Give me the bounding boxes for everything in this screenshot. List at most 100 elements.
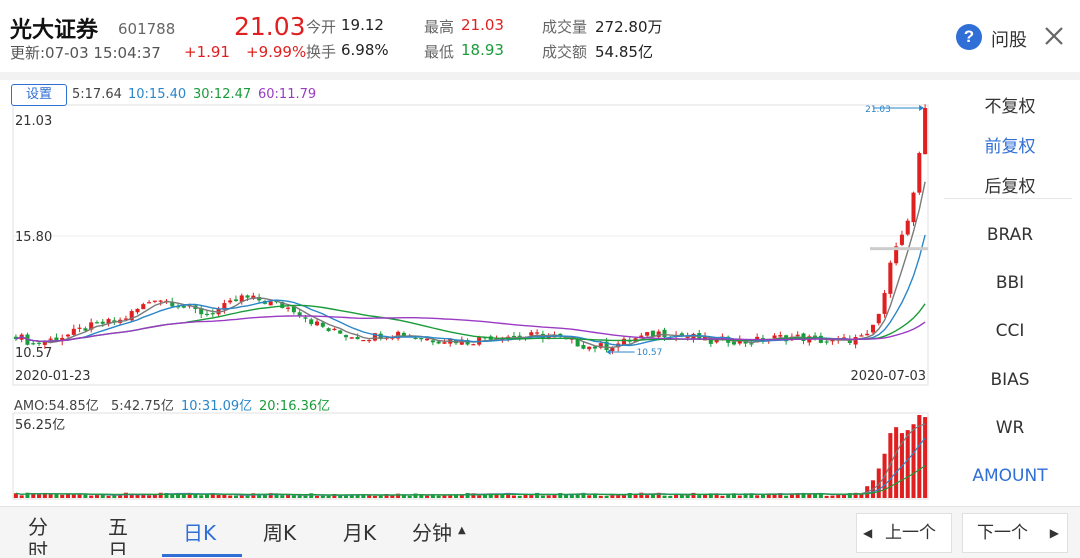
volume-bar (129, 493, 134, 498)
volume-bar (569, 494, 574, 498)
candle-body (413, 337, 418, 340)
prev-label: 上一个 (885, 523, 936, 543)
volume-ma-lines (15, 423, 926, 496)
indicator-wr[interactable]: WR (995, 418, 1025, 438)
indicator-cci[interactable]: CCI (995, 321, 1025, 341)
volume-bar (367, 495, 372, 498)
volume-bar (847, 493, 852, 498)
volume-bar (772, 493, 777, 498)
tab-monthly-k[interactable]: 月K (343, 521, 377, 545)
tab-five-day[interactable]: 五日 (108, 515, 128, 555)
candle-body (77, 327, 82, 329)
candle-body (581, 345, 586, 349)
volume-value: 272.80万 (595, 18, 663, 36)
volume-bar (674, 493, 679, 498)
volume-label: 成交量 (542, 18, 588, 36)
volume-bar (540, 495, 545, 498)
candle-body (315, 321, 320, 326)
volume-bar (112, 495, 117, 498)
volume-bar (853, 492, 858, 498)
turnover-value: 6.98% (341, 41, 389, 59)
candle-body (749, 343, 754, 345)
volume-bar (286, 494, 291, 498)
candle-body (923, 108, 928, 155)
volume-bar (778, 493, 783, 498)
candle-body (13, 336, 18, 340)
volume-bar (598, 495, 603, 498)
candle-body (210, 313, 215, 315)
period-tab-bar: 分时 五日 日K 周K 月K 分钟 ▲ ◀ 上一个 下一个 ▶ (0, 506, 1080, 558)
tab-minute[interactable]: 分钟 (412, 521, 452, 545)
backward-adjust-option[interactable]: 后复权 (984, 177, 1036, 197)
volume-bar (917, 415, 922, 498)
settings-button[interactable]: 设置 (11, 84, 67, 106)
candle-body (592, 346, 598, 349)
indicator-bias[interactable]: BIAS (990, 370, 1030, 390)
candle-body (535, 332, 540, 334)
min-marker-label: 10.57 (637, 348, 663, 358)
candle-body (813, 335, 818, 337)
volume-bar (83, 494, 88, 498)
tab-weekly-k[interactable]: 周K (263, 521, 297, 545)
forward-adjust-option[interactable]: 前复权 (984, 137, 1036, 157)
volume-bar (257, 494, 262, 498)
right-panel-divider (944, 198, 1072, 199)
volume-bar (326, 495, 331, 498)
volume-bar (621, 494, 626, 498)
volume-bar (436, 495, 441, 498)
volume-bar (581, 492, 586, 498)
candle-body (228, 300, 233, 303)
minute-dropdown-icon[interactable]: ▲ (458, 525, 466, 536)
volume-bar (170, 494, 175, 498)
next-stock-button[interactable]: 下一个 ▶ (962, 513, 1068, 553)
tab-daily-k[interactable]: 日K (183, 521, 217, 545)
candle-body (332, 328, 337, 331)
candle-body (743, 340, 748, 344)
candle-body (152, 300, 157, 302)
high-value: 21.03 (461, 16, 504, 34)
candle-body (94, 322, 99, 324)
volume-bar (691, 492, 696, 498)
candle-body (859, 335, 864, 337)
volume-bar (199, 495, 204, 498)
help-icon[interactable]: ? (956, 24, 982, 50)
amo-ma20-line (15, 465, 926, 496)
volume-bar (529, 495, 534, 498)
ask-stock-button[interactable]: 问股 (991, 30, 1027, 51)
no-adjust-option[interactable]: 不复权 (984, 97, 1036, 117)
candle-body (303, 317, 308, 319)
volume-bar (141, 494, 146, 498)
volume-bar (355, 494, 360, 498)
candle-body (662, 329, 667, 338)
volume-bar (627, 492, 632, 498)
indicator-brar[interactable]: BRAR (986, 225, 1034, 245)
indicator-amount[interactable]: AMOUNT (972, 466, 1048, 486)
close-icon[interactable] (1040, 22, 1068, 50)
prev-stock-button[interactable]: ◀ 上一个 (856, 513, 952, 553)
volume-bar (743, 493, 748, 498)
volume-bar (697, 495, 702, 498)
volume-bar (789, 493, 794, 498)
ma30-line (15, 303, 926, 343)
header-divider (0, 72, 1080, 80)
candle-body (529, 332, 534, 336)
volume-bar (349, 494, 354, 498)
candle-body (181, 305, 186, 308)
candle-body (65, 334, 71, 337)
volume-bar (824, 495, 829, 498)
volume-bar (106, 495, 111, 498)
volume-bar (297, 495, 302, 498)
tab-intraday[interactable]: 分时 (28, 515, 48, 555)
candle-body (286, 307, 291, 309)
candle-body (442, 342, 447, 344)
kline-chart[interactable]: 21.03 15.80 10.57 2020-01-23 2020-07-03 56.25… (0, 80, 940, 506)
candle-body (917, 153, 922, 193)
price-markers: 21.03 10.57 (606, 105, 928, 358)
indicator-bbi[interactable]: BBI (995, 273, 1025, 293)
candle-body (546, 336, 551, 339)
volume-bar (268, 493, 273, 498)
volume-bar (216, 495, 221, 498)
next-label: 下一个 (977, 523, 1028, 543)
stock-code: 601788 (118, 20, 176, 38)
candle-body (54, 337, 59, 341)
